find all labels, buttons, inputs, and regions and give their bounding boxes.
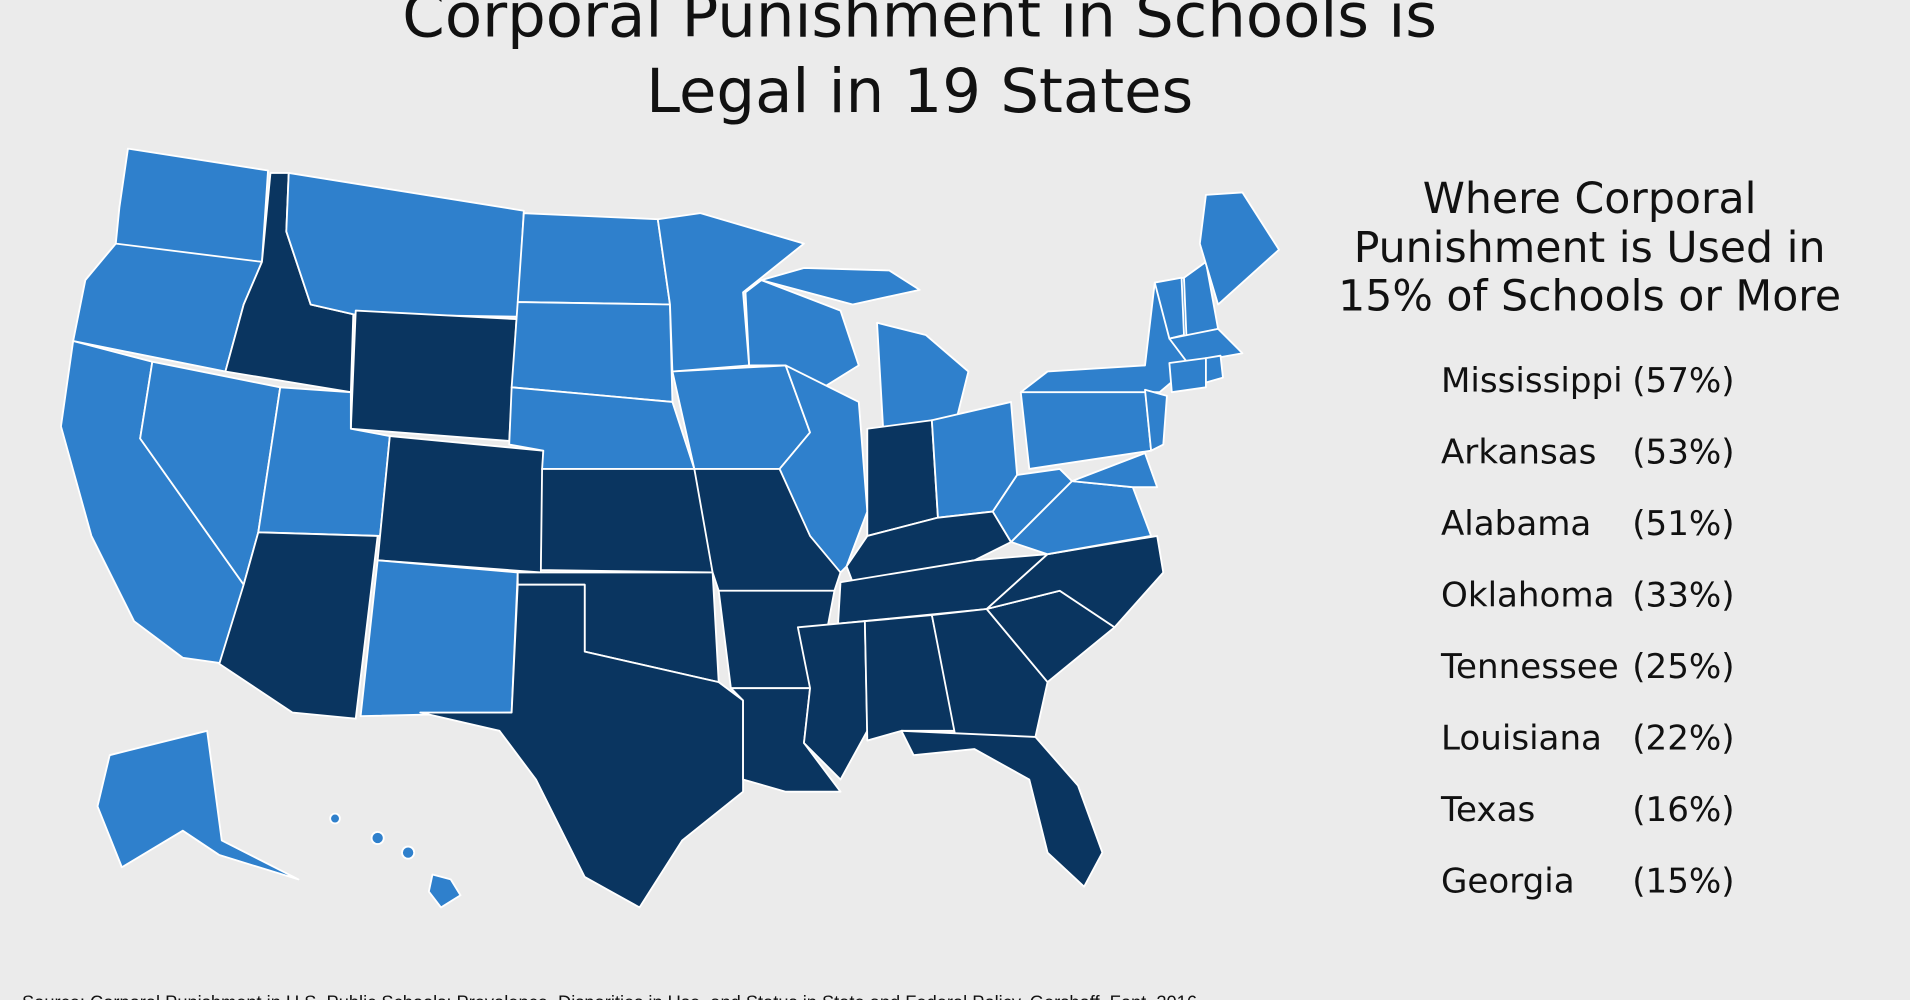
state-shape [359,559,519,718]
state-share: (25%) [1632,647,1734,687]
panel-heading: 15% of Schools or More [1338,272,1841,322]
state-shape [419,583,744,909]
state-share: (16%) [1632,790,1734,830]
state-shape [991,468,1073,543]
state-shape [349,309,518,442]
state-shape [218,531,379,720]
state-shape [1198,191,1280,306]
state-shape [1168,357,1207,394]
panel-heading: Punishment is Used in [1354,223,1826,273]
state-shape [671,364,811,470]
state-shape [539,468,714,574]
state-shape [866,419,939,537]
state-shape [376,435,545,574]
state-shape [1019,386,1153,470]
state-shape [114,147,269,263]
state-share: (15%) [1632,862,1734,902]
state-shape [760,267,921,306]
state-shape [778,364,869,574]
state-name: Alabama [1441,504,1591,544]
state-shape [516,212,671,306]
state-shape [876,321,970,430]
state-shape [427,873,462,909]
state-shape [285,172,525,318]
source-note: Source: Corporal Punishment in U.S. Publ… [22,992,1197,1000]
state-shape [329,812,341,825]
state-shape [656,212,805,373]
state-shape [744,279,860,401]
state-share: (22%) [1632,719,1734,759]
state-shape [401,845,416,860]
state-share: (51%) [1632,504,1734,544]
state-shape [930,608,1049,742]
state-shape [900,729,1104,888]
state-shape [370,830,385,846]
state-name: Georgia [1441,862,1575,902]
us-map [60,147,1280,909]
state-shape [1168,327,1244,364]
title-line: Legal in 19 States [646,56,1193,127]
state-name: Louisiana [1441,719,1602,759]
state-shape [96,729,300,881]
state-share: (33%) [1632,576,1734,616]
state-name: Tennessee [1440,647,1619,687]
state-name: Mississippi [1441,361,1623,401]
state-name: Arkansas [1441,433,1596,473]
state-name: Texas [1440,790,1535,830]
state-share: (53%) [1632,433,1734,473]
state-share: (57%) [1632,361,1734,401]
title-line: Corporal Punishment in Schools is [402,0,1437,52]
state-shape [1071,452,1159,489]
state-name: Oklahoma [1441,576,1615,616]
panel-heading: Where Corporal [1423,174,1757,224]
side-panel: Where Corporal Punishment is Used in 15%… [1338,174,1841,902]
state-shape [510,301,674,403]
state-shape [1205,354,1224,384]
state-shape [1144,388,1168,452]
state-shape [863,614,958,742]
